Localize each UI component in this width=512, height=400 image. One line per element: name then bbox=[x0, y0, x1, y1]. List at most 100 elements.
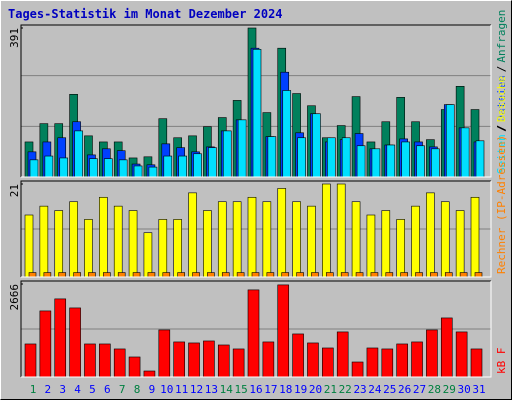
bar bbox=[147, 272, 156, 278]
x-tick-label: 6 bbox=[104, 383, 111, 396]
bar bbox=[440, 201, 450, 278]
bar bbox=[148, 166, 158, 178]
bar bbox=[277, 188, 287, 278]
bar bbox=[411, 341, 423, 378]
legend-entry: Anfragen bbox=[495, 10, 508, 63]
bar bbox=[459, 272, 468, 278]
bar bbox=[327, 137, 336, 178]
bar bbox=[117, 272, 126, 278]
x-tick-label: 19 bbox=[294, 383, 307, 396]
bar bbox=[59, 157, 69, 178]
bar bbox=[203, 340, 215, 378]
y-tick-label: 21 bbox=[8, 184, 21, 197]
bar bbox=[396, 219, 405, 278]
bar bbox=[381, 348, 394, 378]
bar bbox=[29, 159, 39, 178]
bar bbox=[470, 348, 483, 378]
x-tick-label: 20 bbox=[309, 383, 322, 396]
plot-border-light bbox=[21, 25, 492, 178]
bar bbox=[104, 158, 113, 178]
bar bbox=[54, 298, 67, 378]
bar bbox=[386, 144, 396, 178]
bar bbox=[208, 147, 217, 178]
bar bbox=[251, 272, 260, 278]
bar bbox=[455, 210, 465, 278]
bar bbox=[262, 341, 275, 378]
x-tick-label: 7 bbox=[119, 383, 126, 396]
bar bbox=[460, 127, 470, 178]
bar bbox=[207, 272, 215, 278]
bar bbox=[217, 201, 227, 278]
bar bbox=[103, 272, 111, 278]
bar bbox=[455, 331, 468, 378]
bar bbox=[322, 183, 331, 278]
bar bbox=[237, 119, 247, 178]
bar bbox=[28, 272, 37, 278]
bar bbox=[385, 272, 394, 278]
bar bbox=[193, 153, 202, 178]
bar bbox=[440, 317, 453, 378]
chart-title: Tages-Statistik im Monat Dezember 2024 bbox=[8, 7, 283, 21]
bar bbox=[192, 272, 200, 278]
bar bbox=[400, 272, 408, 278]
bar bbox=[252, 49, 262, 178]
x-tick-label: 5 bbox=[89, 383, 96, 396]
legend-entry: Dateien bbox=[495, 75, 508, 121]
bar bbox=[470, 196, 480, 278]
bar bbox=[84, 343, 96, 378]
bar bbox=[475, 140, 485, 178]
bar bbox=[113, 348, 126, 378]
bar bbox=[281, 272, 290, 278]
bar bbox=[128, 356, 141, 378]
x-tick-label: 17 bbox=[264, 383, 277, 396]
bar bbox=[296, 272, 304, 278]
bar bbox=[162, 272, 171, 278]
x-tick-label: 31 bbox=[472, 383, 485, 396]
bar bbox=[74, 130, 83, 178]
bar bbox=[232, 201, 242, 278]
bar bbox=[366, 214, 376, 278]
bar bbox=[133, 165, 143, 178]
x-tick-label: 25 bbox=[383, 383, 396, 396]
bar bbox=[143, 232, 153, 278]
bar bbox=[99, 196, 108, 278]
x-tick-label: 8 bbox=[134, 383, 141, 396]
plot-border-light bbox=[21, 281, 492, 378]
bar bbox=[381, 210, 391, 278]
bar bbox=[24, 343, 37, 378]
bar bbox=[44, 155, 54, 178]
bar bbox=[371, 148, 381, 178]
bar bbox=[336, 331, 349, 378]
bar bbox=[128, 210, 138, 278]
bar bbox=[188, 192, 197, 278]
x-tick-label: 18 bbox=[279, 383, 292, 396]
bar bbox=[188, 342, 200, 378]
bar bbox=[178, 155, 187, 178]
bar bbox=[221, 272, 230, 278]
x-tick-label: 10 bbox=[160, 383, 173, 396]
bar bbox=[426, 329, 438, 378]
x-tick-label: 23 bbox=[353, 383, 366, 396]
bar bbox=[282, 90, 292, 178]
legend-separator: / bbox=[495, 125, 508, 132]
legend-separator: / bbox=[495, 66, 508, 73]
bar bbox=[54, 210, 64, 278]
bar bbox=[474, 272, 483, 278]
x-tick-label: 4 bbox=[74, 383, 81, 396]
bar bbox=[326, 272, 334, 278]
bar bbox=[236, 272, 245, 278]
bar bbox=[163, 155, 173, 178]
bar bbox=[416, 145, 425, 178]
bar bbox=[24, 214, 34, 278]
bar bbox=[307, 342, 319, 378]
bar bbox=[143, 370, 156, 378]
legend: Seiten / Dateien / Anfragen bbox=[495, 10, 508, 174]
x-tick-label: 9 bbox=[149, 383, 156, 396]
bar bbox=[356, 145, 366, 178]
bar bbox=[297, 137, 306, 178]
bar bbox=[267, 136, 277, 178]
bar bbox=[341, 137, 351, 178]
bar bbox=[173, 341, 185, 378]
bar bbox=[351, 201, 361, 278]
